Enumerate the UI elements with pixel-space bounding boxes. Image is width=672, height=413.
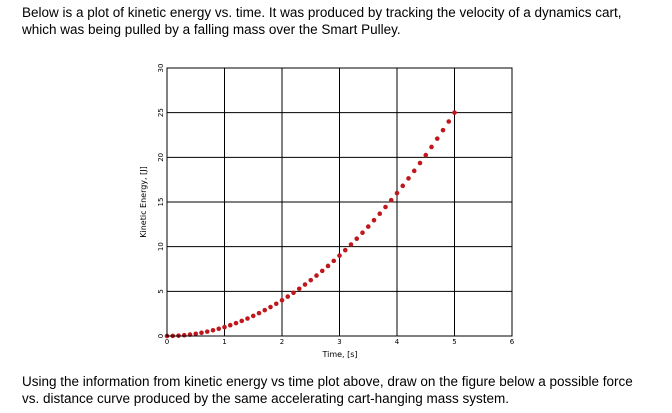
- x-tick-label: 6: [510, 338, 515, 346]
- data-point: [377, 211, 383, 217]
- y-axis-label: Kinetic Energy, [J]: [139, 166, 148, 237]
- data-point: [239, 318, 245, 324]
- data-point: [279, 297, 285, 303]
- y-tick-label: 15: [157, 198, 165, 207]
- data-point: [250, 313, 256, 319]
- data-point: [199, 330, 204, 336]
- data-point: [411, 168, 417, 174]
- data-point: [452, 110, 457, 115]
- data-point: [216, 326, 222, 332]
- data-point: [256, 310, 262, 316]
- y-tick-label: 20: [157, 153, 165, 162]
- data-point: [319, 268, 325, 274]
- tick-layer: 0 1 2 3 4 5 6 0 5 10 15 20 25 30: [157, 64, 515, 346]
- x-tick-label: 1: [222, 338, 226, 346]
- y-tick-label: 0: [157, 334, 165, 338]
- data-point: [406, 176, 411, 181]
- data-point: [222, 324, 227, 330]
- data-point: [210, 327, 216, 333]
- data-point: [308, 277, 314, 283]
- x-axis-label: Time, [s]: [321, 350, 357, 359]
- data-point: [371, 217, 377, 223]
- data-point: [233, 320, 239, 326]
- y-tick-label: 30: [157, 64, 165, 73]
- data-point: [291, 290, 296, 296]
- data-point: [245, 316, 250, 321]
- data-point: [440, 127, 446, 133]
- data-point: [302, 282, 308, 287]
- data-point: [337, 253, 342, 258]
- instruction-line-2: vs. distance curve produced by the same …: [22, 391, 509, 406]
- data-point: [296, 286, 302, 292]
- data-point: [434, 136, 440, 141]
- plot-frame: [166, 67, 513, 337]
- data-point: [348, 242, 354, 247]
- data-point: [285, 294, 291, 299]
- data-point: [417, 160, 423, 166]
- instruction-text: Using the information from kinetic energ…: [22, 373, 662, 407]
- data-point: [429, 144, 434, 150]
- data-point: [331, 258, 337, 264]
- x-tick-label: 3: [337, 338, 341, 346]
- x-tick-label: 5: [452, 338, 456, 346]
- grid-layer: [166, 67, 513, 337]
- data-point: [273, 301, 279, 307]
- data-point: [181, 332, 187, 338]
- y-tick-label: 5: [157, 289, 165, 293]
- data-points: [164, 110, 457, 339]
- data-point: [365, 224, 371, 229]
- data-point: [388, 197, 394, 203]
- data-point: [204, 329, 210, 334]
- y-tick-label: 25: [157, 108, 165, 117]
- instruction-line-1: Using the information from kinetic energ…: [22, 374, 633, 389]
- data-point: [325, 263, 331, 269]
- y-tick-label: 10: [157, 242, 165, 251]
- x-tick-label: 4: [395, 338, 400, 346]
- data-point: [383, 204, 388, 210]
- intro-line-1: Below is a plot of kinetic energy vs. ti…: [22, 5, 622, 20]
- data-point: [227, 322, 233, 328]
- data-point: [446, 119, 452, 124]
- data-point: [360, 230, 365, 236]
- data-point: [342, 247, 348, 253]
- intro-text: Below is a plot of kinetic energy vs. ti…: [22, 4, 662, 38]
- x-tick-label: 0: [165, 338, 169, 346]
- data-point: [354, 236, 360, 242]
- data-point: [400, 183, 406, 189]
- data-point: [268, 304, 273, 310]
- data-point: [193, 331, 199, 337]
- data-point: [394, 190, 400, 196]
- data-point: [262, 307, 268, 313]
- data-point: [423, 152, 429, 158]
- x-tick-label: 2: [280, 338, 284, 346]
- data-point: [314, 273, 319, 278]
- intro-line-2: which was being pulled by a falling mass…: [22, 22, 401, 37]
